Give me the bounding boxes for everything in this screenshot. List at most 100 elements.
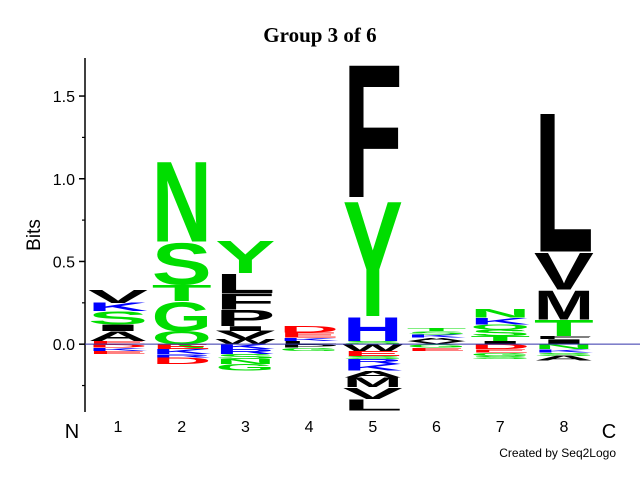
logo-letter: P [215,305,275,331]
letter-group: P [215,305,275,331]
logo-letter: S [88,308,148,328]
logo-letter: G [279,347,339,352]
letter-group: L [343,396,403,414]
logo-letter: I [88,323,148,333]
letter-group: M [534,283,594,329]
logo-letter: D [279,324,339,334]
letter-group: K [407,333,467,338]
logo-letter: D [152,356,212,366]
letter-group: A [534,355,594,363]
letter-group: K [343,362,403,372]
logo-letter: G [215,362,275,372]
letter-group: E [470,348,530,353]
logo-letter: D [470,343,530,351]
letter-group: K [215,343,275,351]
x-tick-label: 2 [177,419,186,436]
logo-letter: E [88,350,148,355]
letter-group: T [470,335,530,343]
logo-letter: E [407,347,467,352]
letter-group: T [407,327,467,332]
letter-group: L [215,268,275,299]
letter-group: V [534,242,594,301]
logo-letter: K [279,337,339,342]
letter-group: K [534,348,594,353]
letter-group: S [152,231,212,298]
letter-group: D [279,324,339,334]
letter-group: K [152,348,212,356]
letter-group: Y [343,166,403,351]
y-tick-label: 0.0 [53,337,75,354]
letter-group: Q [470,323,530,331]
letter-group: K [279,337,339,342]
logo-letter: I [215,325,275,333]
logo-letter: G [152,294,212,340]
letter-group: S [88,308,148,328]
logo-letter: S [343,340,403,345]
logo-letter: N [152,138,212,266]
logo-letter: L [534,72,594,295]
y-axis-label: Bits [24,219,45,251]
logo-letter: K [88,347,148,352]
logo-letter: R [343,358,403,366]
logo-letter: Y [343,166,403,351]
n-terminus-label: N [65,421,79,443]
logo-letter: S [343,355,403,360]
letter-group: R [215,348,275,356]
logo-letter: R [152,353,212,358]
letter-group: P [279,343,339,348]
logo-letter: V [407,340,467,345]
x-tick-label: 5 [368,419,377,436]
logo-letter: Q [152,328,212,348]
logo-letter: F [343,25,403,238]
letter-group: S [215,353,275,361]
logo-letter: P [279,343,339,348]
logo-letter: H [343,310,403,349]
letter-group: I [215,325,275,333]
logo-letter: K [88,301,148,314]
letter-group: V [407,340,467,345]
letter-group: S [470,355,530,360]
letter-group: S [470,328,530,338]
letter-group: S [534,352,594,357]
y-tick-label: 1.5 [53,89,75,106]
letter-group: R [343,358,403,366]
logo-letter: S [215,353,275,361]
c-terminus-label: C [602,421,616,443]
logo-letter: D [88,343,148,348]
logo-letter: T [152,281,212,307]
letter-group: A [88,329,148,344]
logo-letter: L [279,340,339,345]
letter-group: L [534,72,594,295]
logo-letter: N [470,308,530,321]
letter-group: V [88,286,148,306]
logo-letter: K [215,343,275,351]
logo-letter: W [215,338,275,346]
letter-group: E [407,347,467,352]
logo-letter: I [534,338,594,346]
x-tick-label: 3 [241,419,250,436]
logo-letter: E [470,348,530,353]
letter-group: N [470,308,530,321]
logo-letter: V [215,329,275,342]
logo-letter: S [152,231,212,298]
x-tick-label: 8 [559,419,568,436]
chart-title: Group 3 of 6 [263,23,376,47]
letter-group: N [152,138,212,266]
letter-group: S [343,355,403,360]
letter-group: F [343,25,403,238]
letter-group: Q [152,328,212,348]
letter-group: H [343,310,403,349]
y-tick-label: 1.0 [53,172,75,189]
letter-group: I [470,340,530,345]
logo-letter: G [407,343,467,348]
letter-group: N [215,358,275,366]
letter-group: V [343,384,403,402]
letter-group: A [407,337,467,342]
letter-group: K [88,301,148,314]
letter-group: L [279,340,339,345]
letter-group: Y [215,232,275,283]
letter-group: D [88,343,148,348]
logo-letter: Y [215,232,275,283]
letter-group: W [215,338,275,346]
logo-letter: A [534,355,594,363]
